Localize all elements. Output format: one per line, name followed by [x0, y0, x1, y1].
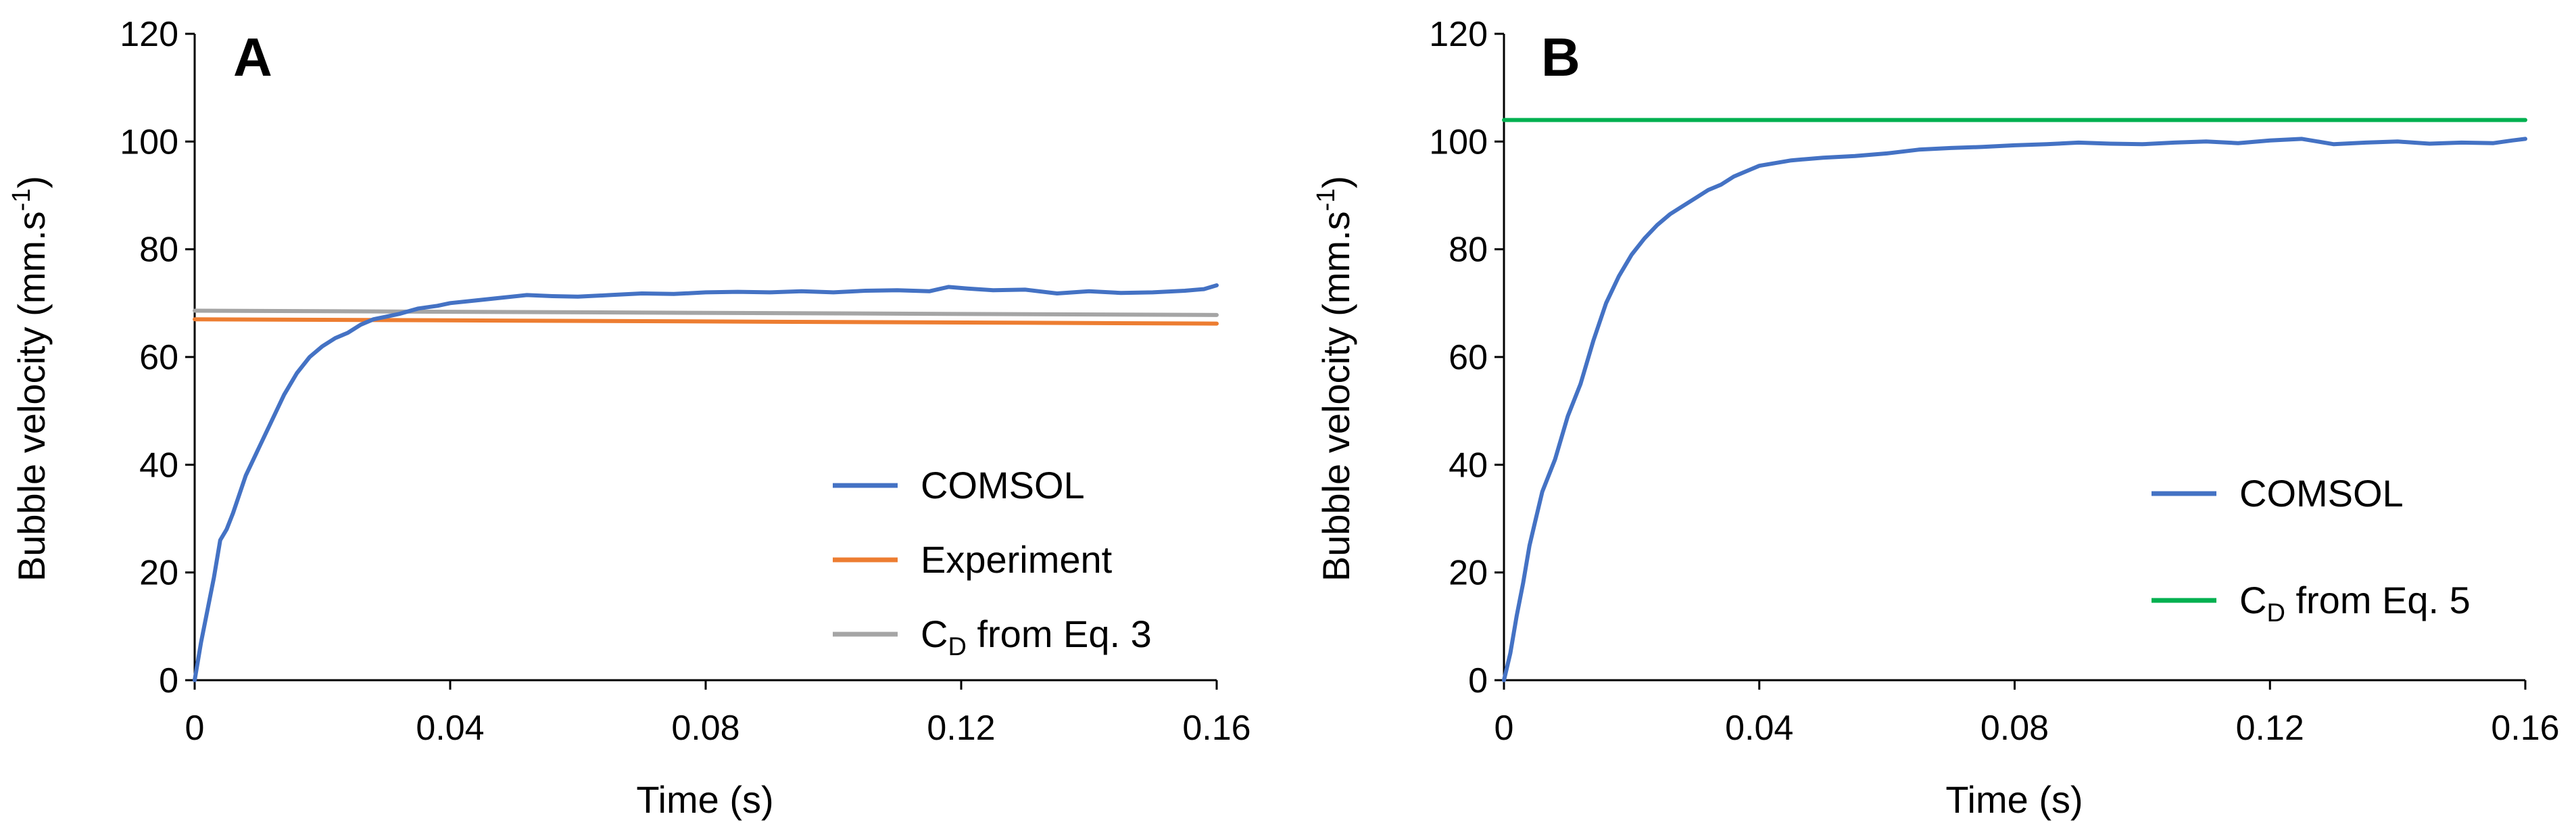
- y-tick-label: 120: [120, 15, 178, 54]
- y-tick-label: 100: [120, 122, 178, 162]
- panel-label-a: A: [233, 27, 272, 87]
- y-tick-label: 20: [139, 554, 178, 593]
- y-tick-label: 60: [139, 338, 178, 377]
- x-axis-label-b: Time (s): [1945, 778, 2083, 821]
- x-tick-label: 0.08: [1980, 709, 2049, 748]
- x-tick-label: 0: [1494, 709, 1514, 748]
- series-line-comsol: [1502, 137, 2527, 682]
- axes-b: 0 20 40 60 80 100 120 0 0.04 0.08 0.12 0.16: [1429, 15, 2559, 748]
- x-tick-label: 0.16: [1182, 709, 1250, 748]
- y-tick-label: 60: [1449, 338, 1488, 377]
- panel-label-b: B: [1541, 27, 1580, 87]
- x-tick-label: 0: [185, 709, 205, 748]
- legend-label-c-d-from-eq-3: CD from Eq. 3: [921, 613, 1152, 661]
- y-tick-label: 20: [1449, 554, 1488, 593]
- y-tick-label: 80: [1449, 231, 1488, 270]
- x-tick-label: 0.08: [671, 709, 739, 748]
- chart-panel-a: A Bubble velocity (mm.s-1) Time (s) 0 20 4…: [7, 15, 1251, 821]
- legend-label-comsol: COMSOL: [2239, 472, 2404, 515]
- y-tick-label: 120: [1429, 15, 1488, 54]
- series-line-experiment: [193, 317, 1219, 326]
- chart-panel-b: B Bubble velocity (mm.s-1) Time (s) 0 20 4…: [1312, 15, 2560, 821]
- x-tick-label: 0.04: [416, 709, 484, 748]
- y-tick-label: 0: [1468, 661, 1488, 700]
- y-tick-label: 80: [139, 231, 178, 270]
- x-tick-label: 0.04: [1725, 709, 1793, 748]
- legend-a: COMSOL Experiment CD from Eq. 3: [833, 464, 1152, 661]
- legend-label-experiment: Experiment: [921, 538, 1113, 581]
- y-tick-label: 0: [159, 661, 178, 700]
- y-axis-label-b: Bubble velocity (mm.s-1): [1312, 176, 1357, 581]
- series-line-c-d-from-eq-3: [193, 308, 1219, 317]
- series-line-comsol: [193, 283, 1219, 682]
- series-group-b: [1502, 118, 2527, 682]
- legend-b: COMSOL CD from Eq. 5: [2152, 472, 2471, 627]
- x-tick-label: 0.12: [2236, 709, 2304, 748]
- x-tick-label: 0.12: [927, 709, 995, 748]
- x-tick-label: 0.16: [2491, 709, 2559, 748]
- series-group-a: [193, 283, 1219, 682]
- y-axis-label-a: Bubble velocity (mm.s-1): [7, 176, 53, 581]
- y-tick-label: 100: [1429, 122, 1488, 162]
- legend-label-comsol: COMSOL: [921, 464, 1085, 506]
- x-axis-label-a: Time (s): [636, 778, 773, 821]
- y-tick-label: 40: [139, 446, 178, 485]
- y-tick-label: 40: [1449, 446, 1488, 485]
- axes-a: 0 20 40 60 80 100 120 0 0.04 0.08 0.12 0.16: [120, 15, 1250, 748]
- legend-label-c-d-from-eq-5: CD from Eq. 5: [2239, 579, 2471, 627]
